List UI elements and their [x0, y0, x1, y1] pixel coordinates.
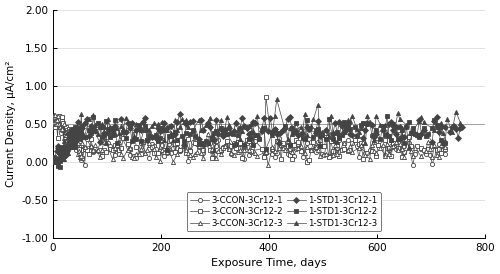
1-STD1-3Cr12-2 — [67, 133, 73, 136]
Line: 1-STD1-3Cr12-1: 1-STD1-3Cr12-1 — [51, 112, 465, 163]
3-CCON-3Cr12-1 — [390, 141, 396, 145]
3-CCON-3Cr12-3 — [308, 148, 314, 152]
1-STD1-3Cr12-2 — [50, 158, 56, 161]
1-STD1-3Cr12-3 — [458, 121, 464, 124]
1-STD1-3Cr12-1 — [460, 125, 466, 128]
1-STD1-3Cr12-1 — [293, 129, 299, 132]
1-STD1-3Cr12-1 — [56, 151, 62, 154]
1-STD1-3Cr12-3 — [66, 139, 72, 142]
3-CCON-3Cr12-1 — [427, 153, 433, 156]
Line: 3-CCON-3Cr12-2: 3-CCON-3Cr12-2 — [51, 95, 448, 164]
1-STD1-3Cr12-1 — [66, 147, 72, 150]
Line: 3-CCON-3Cr12-3: 3-CCON-3Cr12-3 — [51, 113, 448, 167]
3-CCON-3Cr12-2 — [263, 96, 269, 99]
3-CCON-3Cr12-3 — [442, 145, 448, 149]
3-CCON-3Cr12-2 — [296, 140, 302, 143]
1-STD1-3Cr12-3 — [52, 158, 58, 161]
3-CCON-3Cr12-3 — [382, 155, 388, 158]
X-axis label: Exposure Time, days: Exposure Time, days — [211, 258, 326, 269]
3-CCON-3Cr12-1 — [51, 115, 57, 119]
3-CCON-3Cr12-3 — [434, 153, 440, 156]
1-STD1-3Cr12-3 — [64, 145, 70, 149]
3-CCON-3Cr12-2 — [50, 122, 56, 126]
1-STD1-3Cr12-2 — [63, 147, 69, 150]
1-STD1-3Cr12-2 — [56, 159, 62, 162]
3-CCON-3Cr12-2 — [192, 141, 198, 144]
1-STD1-3Cr12-1 — [155, 126, 161, 129]
3-CCON-3Cr12-3 — [50, 122, 56, 125]
Line: 3-CCON-3Cr12-1: 3-CCON-3Cr12-1 — [52, 115, 448, 167]
3-CCON-3Cr12-1 — [362, 151, 368, 154]
1-STD1-3Cr12-3 — [54, 163, 60, 166]
1-STD1-3Cr12-2 — [58, 165, 64, 169]
1-STD1-3Cr12-2 — [300, 136, 306, 140]
3-CCON-3Cr12-2 — [304, 160, 310, 163]
1-STD1-3Cr12-2 — [343, 125, 349, 129]
3-CCON-3Cr12-1 — [386, 148, 392, 151]
3-CCON-3Cr12-1 — [442, 152, 448, 155]
3-CCON-3Cr12-3 — [399, 147, 405, 150]
3-CCON-3Cr12-2 — [442, 148, 448, 151]
Legend: 3-CCON-3Cr12-1, 3-CCON-3Cr12-2, 3-CCON-3Cr12-3, 1-STD1-3Cr12-1, 1-STD1-3Cr12-2, : 3-CCON-3Cr12-1, 3-CCON-3Cr12-2, 3-CCON-3… — [186, 192, 381, 232]
1-STD1-3Cr12-3 — [274, 98, 280, 101]
3-CCON-3Cr12-1 — [293, 147, 299, 150]
1-STD1-3Cr12-2 — [442, 141, 448, 145]
1-STD1-3Cr12-1 — [68, 135, 73, 138]
3-CCON-3Cr12-1 — [82, 163, 87, 167]
1-STD1-3Cr12-3 — [58, 157, 64, 160]
1-STD1-3Cr12-2 — [146, 134, 152, 137]
3-CCON-3Cr12-2 — [436, 148, 442, 151]
3-CCON-3Cr12-3 — [196, 144, 202, 148]
3-CCON-3Cr12-3 — [406, 146, 411, 149]
Line: 1-STD1-3Cr12-3: 1-STD1-3Cr12-3 — [52, 97, 463, 167]
3-CCON-3Cr12-2 — [399, 156, 405, 159]
Line: 1-STD1-3Cr12-2: 1-STD1-3Cr12-2 — [51, 114, 448, 169]
1-STD1-3Cr12-3 — [150, 122, 156, 125]
3-CCON-3Cr12-1 — [198, 145, 204, 149]
3-CCON-3Cr12-2 — [360, 157, 366, 160]
Y-axis label: Current Density, μA/cm²: Current Density, μA/cm² — [6, 61, 16, 187]
1-STD1-3Cr12-3 — [347, 120, 353, 123]
3-CCON-3Cr12-3 — [52, 113, 58, 116]
1-STD1-3Cr12-3 — [304, 134, 310, 137]
3-CCON-3Cr12-3 — [265, 164, 271, 167]
1-STD1-3Cr12-1 — [50, 158, 56, 161]
1-STD1-3Cr12-1 — [51, 159, 57, 163]
1-STD1-3Cr12-1 — [345, 122, 351, 126]
1-STD1-3Cr12-2 — [384, 114, 390, 117]
1-STD1-3Cr12-1 — [176, 112, 182, 115]
3-CCON-3Cr12-2 — [394, 147, 400, 150]
